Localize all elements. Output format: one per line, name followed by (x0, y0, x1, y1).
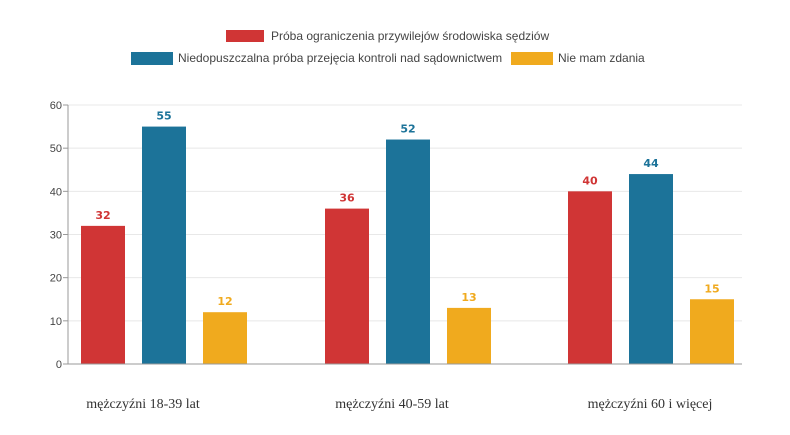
bars (81, 126, 734, 364)
y-tick-label: 60 (50, 100, 62, 112)
y-tick-label: 30 (50, 230, 62, 242)
x-category-label: mężczyźni 60 i więcej (588, 397, 713, 412)
x-axis: mężczyźni 18-39 lat mężczyźni 40-59 lat mę… (68, 363, 742, 412)
bar-series-2-cat-1 (142, 126, 186, 364)
y-tick-label: 20 (50, 273, 62, 285)
bar-series-3-cat-3 (690, 299, 734, 364)
bar-series-3-cat-1 (203, 312, 247, 364)
data-label: 15 (704, 282, 719, 295)
bar-series-1-cat-3 (568, 191, 612, 364)
legend-swatch-series-1 (226, 30, 264, 42)
legend-label-series-1: Próba ograniczenia przywilejów środowisk… (271, 29, 549, 43)
y-tick-label: 40 (50, 186, 62, 198)
y-tick-label: 10 (50, 316, 62, 328)
data-label: 32 (95, 209, 110, 222)
legend-swatch-series-3 (511, 52, 553, 65)
data-label: 36 (339, 192, 355, 205)
legend-swatch-series-2 (131, 52, 173, 65)
bar-series-2-cat-2 (386, 139, 430, 364)
legend-label-series-3: Nie mam zdania (558, 51, 645, 65)
x-category-label: mężczyźni 40-59 lat (335, 397, 449, 412)
data-label: 13 (461, 291, 476, 304)
data-labels: 32 36 40 55 52 44 12 13 15 (95, 110, 719, 309)
data-label: 55 (156, 110, 171, 123)
bar-series-2-cat-3 (629, 174, 673, 364)
data-label: 52 (400, 123, 415, 136)
bar-series-1-cat-1 (81, 225, 125, 364)
legend-label-series-2: Niedopuszczalna próba przejęcia kontroli… (178, 51, 502, 65)
legend: Próba ograniczenia przywilejów środowisk… (131, 29, 645, 65)
bar-series-3-cat-2 (447, 307, 491, 364)
y-axis: 0 10 20 30 40 50 60 (50, 100, 69, 371)
y-tick-label: 50 (50, 143, 62, 155)
data-label: 44 (643, 157, 659, 170)
x-category-label: mężczyźni 18-39 lat (86, 397, 200, 412)
bar-series-1-cat-2 (325, 208, 369, 364)
data-label: 40 (582, 174, 598, 187)
y-tick-label: 0 (56, 359, 62, 371)
data-label: 12 (217, 295, 232, 308)
